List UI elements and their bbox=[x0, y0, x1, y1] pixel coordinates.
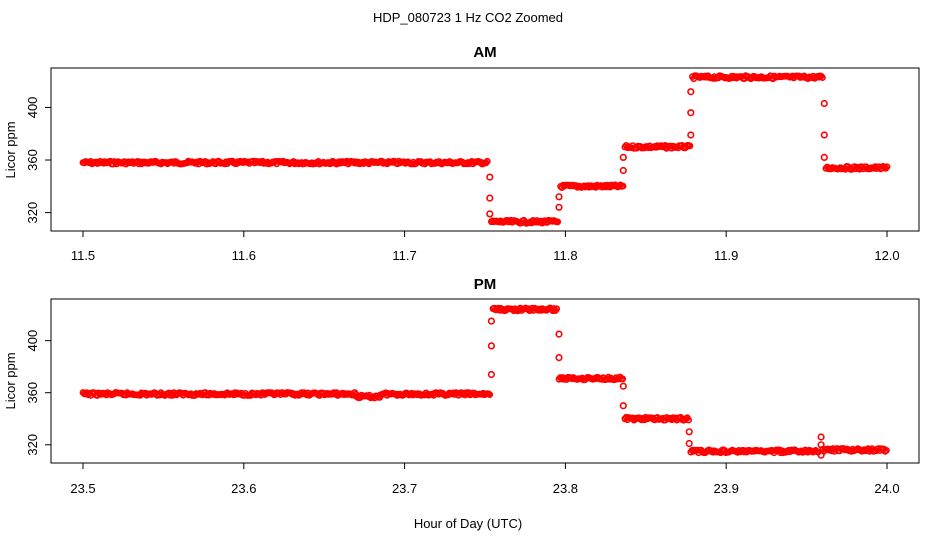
am-transition-point bbox=[687, 88, 695, 96]
am-y-tick-label: 320 bbox=[25, 202, 40, 224]
pm-x-tick-label: 23.6 bbox=[231, 481, 256, 496]
am-transition-point bbox=[687, 109, 695, 117]
am-transition-point bbox=[820, 99, 828, 108]
pm-x-tick-label: 24.0 bbox=[874, 481, 899, 496]
am-panel: AM Licor ppm 11.5 11.6 11.7 11.8 11.9 12.0 320… bbox=[3, 44, 920, 263]
am-transition-point bbox=[820, 131, 828, 139]
am-x-tick-label: 11.5 bbox=[71, 248, 95, 263]
pm-transition-point bbox=[685, 439, 693, 448]
am-y-tick-label: 400 bbox=[25, 97, 40, 119]
am-data-point bbox=[483, 157, 491, 165]
pm-y-tick-label: 320 bbox=[25, 434, 40, 456]
am-data-point bbox=[619, 182, 627, 190]
pm-y-axis-label: Licor ppm bbox=[3, 352, 18, 409]
am-transition-point bbox=[687, 131, 695, 139]
am-x-tick-label: 11.7 bbox=[392, 248, 416, 263]
am-panel-title: AM bbox=[473, 44, 496, 61]
am-data-point bbox=[554, 218, 562, 226]
pm-panel-title: PM bbox=[474, 276, 497, 293]
am-transition-point bbox=[820, 153, 828, 161]
pm-x-tick-label: 23.5 bbox=[70, 481, 95, 496]
pm-transition-point bbox=[487, 317, 496, 325]
am-y-axis-label: Licor ppm bbox=[3, 121, 18, 178]
pm-data-point bbox=[883, 446, 890, 454]
am-transition-point bbox=[486, 173, 494, 181]
am-data-point bbox=[883, 163, 891, 171]
am-x-tick-label: 11.9 bbox=[714, 248, 738, 263]
am-x-tick-label: 12.0 bbox=[874, 248, 899, 263]
am-y-tick-label: 360 bbox=[25, 149, 40, 171]
am-transition-point bbox=[555, 193, 563, 201]
pm-transition-point bbox=[487, 370, 496, 379]
am-data-point bbox=[819, 74, 826, 81]
pm-transition-point bbox=[619, 402, 627, 410]
am-data-point bbox=[881, 163, 888, 171]
pm-x-tick-label: 23.9 bbox=[714, 481, 739, 496]
am-transition-point bbox=[619, 153, 627, 161]
figure-title: HDP_080723 1 Hz CO2 Zoomed bbox=[373, 10, 563, 25]
pm-data-point bbox=[685, 416, 692, 424]
pm-panel: PM Licor ppm 23.5 23.6 23.7 23.8 23.9 24.0 320… bbox=[3, 276, 920, 496]
pm-data-point bbox=[619, 375, 627, 383]
pm-ticks: 23.5 23.6 23.7 23.8 23.9 24.0 320 360 400 bbox=[25, 330, 900, 496]
am-transition-point bbox=[486, 194, 494, 202]
am-transition-point bbox=[555, 203, 563, 211]
pm-transition-point bbox=[555, 354, 563, 362]
am-plot-frame bbox=[50, 67, 920, 232]
pm-y-tick-label: 400 bbox=[25, 330, 40, 352]
pm-transition-point bbox=[817, 433, 825, 441]
pm-transition-point bbox=[487, 342, 496, 350]
am-x-tick-label: 11.6 bbox=[232, 248, 256, 263]
pm-transition-point bbox=[817, 441, 825, 449]
am-transition-point bbox=[619, 166, 627, 175]
am-x-tick-label: 11.8 bbox=[553, 248, 577, 263]
pm-data-point bbox=[486, 391, 494, 398]
x-axis-label: Hour of Day (UTC) bbox=[414, 516, 522, 531]
am-data-points bbox=[79, 72, 891, 227]
pm-data-point bbox=[553, 305, 561, 313]
pm-data-points bbox=[79, 304, 890, 459]
pm-x-tick-label: 23.8 bbox=[553, 481, 578, 496]
pm-transition-point bbox=[817, 451, 825, 459]
am-ticks: 11.5 11.6 11.7 11.8 11.9 12.0 320 360 400 bbox=[25, 97, 900, 263]
am-transition-point bbox=[486, 210, 494, 218]
pm-plot-frame bbox=[50, 298, 920, 464]
pm-transition-point bbox=[555, 330, 563, 338]
pm-y-tick-label: 360 bbox=[25, 382, 40, 404]
pm-transition-point bbox=[619, 382, 627, 390]
am-data-point bbox=[686, 142, 694, 150]
pm-x-tick-label: 23.7 bbox=[392, 481, 417, 496]
pm-transition-point bbox=[685, 428, 693, 436]
